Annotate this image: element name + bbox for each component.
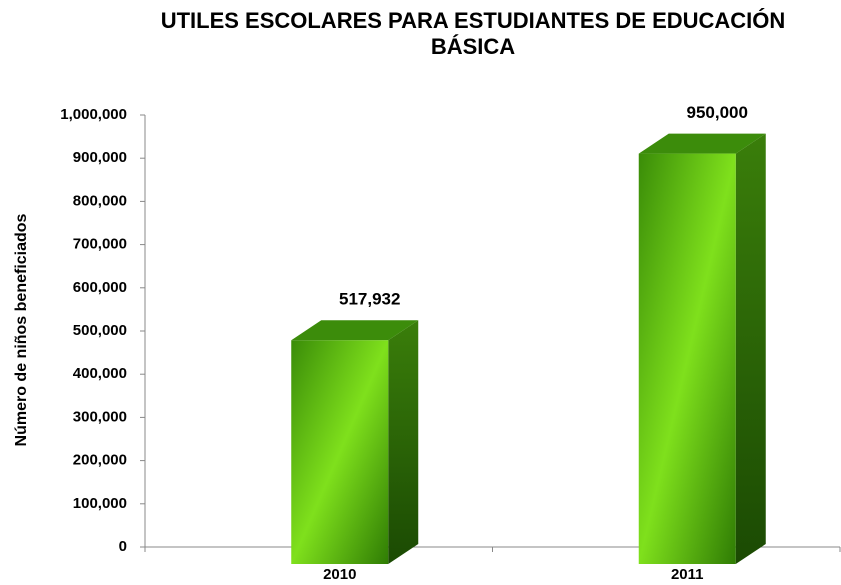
bar xyxy=(291,340,389,564)
y-tick-label: 300,000 xyxy=(73,408,127,425)
y-tick-label: 0 xyxy=(119,538,127,555)
chart-title: UTILES ESCOLARES PARA ESTUDIANTES DE EDU… xyxy=(160,8,786,59)
data-label: 950,000 xyxy=(687,103,748,122)
x-tick-label: 2011 xyxy=(671,566,704,583)
y-tick-label: 500,000 xyxy=(73,322,127,339)
y-tick-label: 800,000 xyxy=(73,192,127,209)
x-tick-label: 2010 xyxy=(323,566,356,583)
y-tick-label: 900,000 xyxy=(73,149,127,166)
bar-top xyxy=(638,133,766,154)
y-tick-label: 700,000 xyxy=(73,236,127,253)
y-tick-label: 600,000 xyxy=(73,279,127,296)
bar-side xyxy=(388,320,419,564)
data-label: 517,932 xyxy=(339,290,400,309)
y-tick-label: 200,000 xyxy=(73,452,127,469)
y-tick-label: 1,000,000 xyxy=(60,106,127,123)
y-tick-label: 400,000 xyxy=(73,365,127,382)
bar-top xyxy=(291,320,419,341)
bar xyxy=(638,153,736,564)
y-tick-label: 100,000 xyxy=(73,495,127,512)
bar-side xyxy=(735,133,766,564)
y-axis-label: Número de niños beneficiados xyxy=(13,213,30,446)
